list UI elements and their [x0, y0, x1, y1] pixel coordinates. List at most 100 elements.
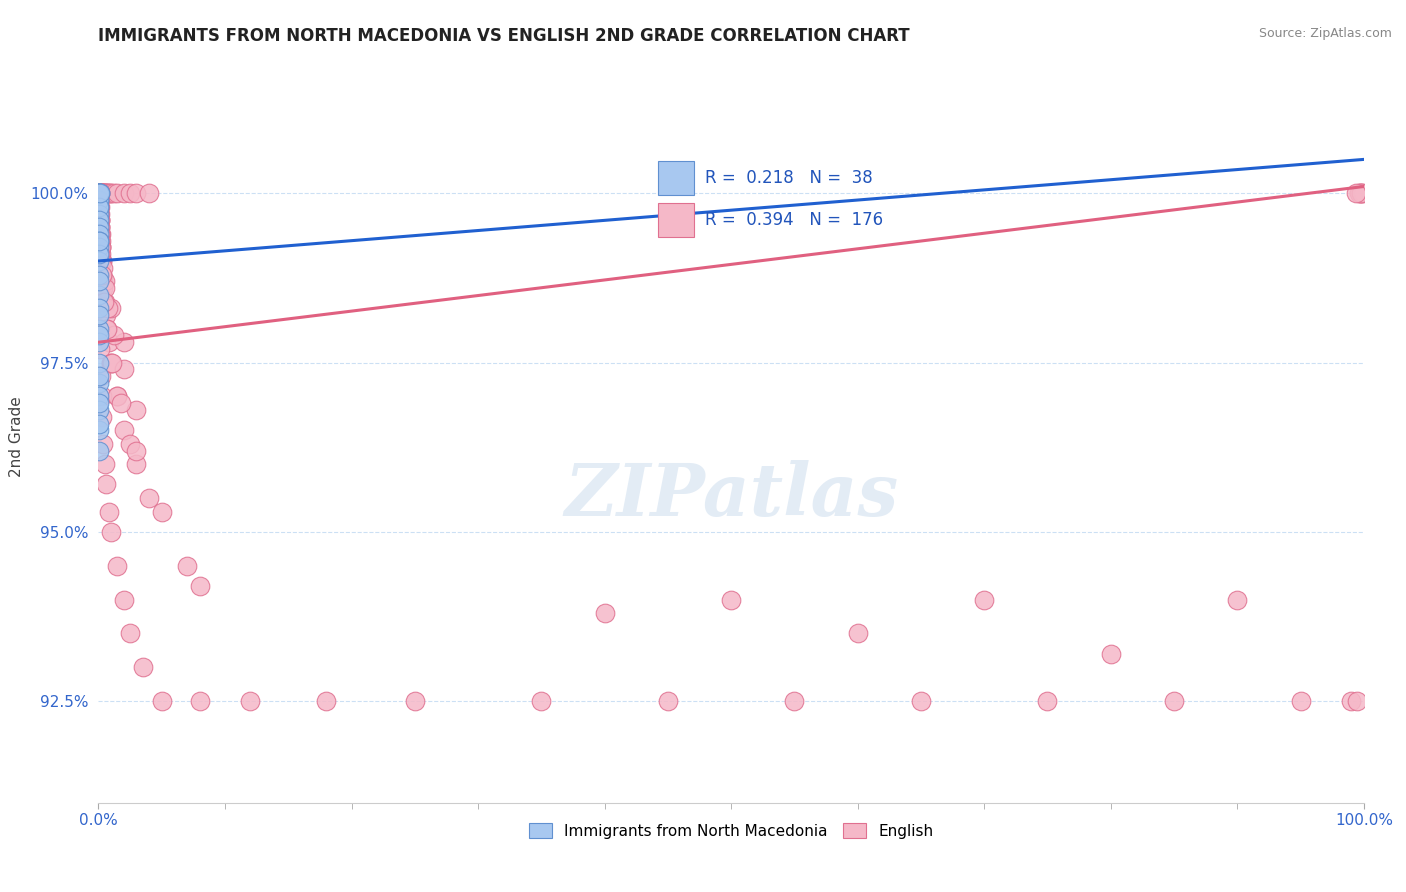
Point: [87, 220, 110, 235]
Point: [87, 403, 110, 417]
Point: [1347, 186, 1369, 201]
Point: [87, 355, 110, 369]
Point: [87, 308, 110, 322]
Point: [100, 355, 122, 369]
Text: R =  0.394   N =  176: R = 0.394 N = 176: [704, 211, 883, 229]
Point: [1226, 592, 1249, 607]
Point: [87, 186, 110, 201]
Point: [90, 240, 112, 254]
Point: [89, 186, 111, 201]
Point: [89, 234, 111, 248]
Bar: [658, 161, 695, 195]
Point: [89, 186, 111, 201]
Point: [87, 328, 110, 343]
Point: [87, 322, 110, 336]
Point: [89, 227, 111, 241]
Point: [93, 457, 117, 471]
Point: [91, 186, 114, 201]
Point: [87, 186, 110, 201]
Point: [89, 376, 111, 390]
Point: [90, 227, 112, 241]
Point: [112, 362, 135, 376]
Point: [89, 220, 111, 235]
Point: [93, 186, 115, 201]
Point: [90, 186, 112, 201]
Point: [89, 186, 111, 201]
Point: [90, 186, 112, 201]
Point: [89, 186, 111, 201]
Point: [100, 186, 122, 201]
Point: [87, 200, 110, 214]
Point: [89, 389, 111, 403]
Point: [89, 227, 111, 241]
Point: [90, 240, 112, 254]
Point: [87, 288, 110, 302]
Point: [87, 369, 110, 384]
Point: [91, 254, 114, 268]
Point: [87, 193, 110, 207]
Point: [89, 213, 111, 227]
Point: [89, 213, 111, 227]
Point: [89, 247, 111, 261]
Point: [89, 301, 111, 316]
Point: [89, 274, 111, 288]
Point: [1036, 694, 1059, 708]
Point: [93, 274, 117, 288]
Point: [87, 213, 110, 227]
Point: [90, 234, 112, 248]
Point: [176, 558, 198, 573]
Point: [93, 294, 117, 309]
Point: [112, 423, 135, 437]
Point: [87, 200, 110, 214]
Point: [112, 592, 135, 607]
Point: [110, 396, 132, 410]
Point: [87, 227, 110, 241]
Point: [89, 322, 111, 336]
Point: [87, 186, 110, 201]
Point: [87, 220, 110, 235]
Point: [87, 193, 110, 207]
Point: [97, 335, 120, 350]
Point: [96, 322, 118, 336]
Point: [87, 417, 110, 431]
Bar: [658, 203, 695, 237]
Point: [89, 186, 111, 201]
Point: [97, 505, 120, 519]
Point: [96, 186, 118, 201]
Point: [1351, 186, 1374, 201]
Point: [1350, 186, 1372, 201]
Point: [87, 186, 110, 201]
Point: [94, 186, 117, 201]
Point: [87, 206, 110, 220]
Point: [89, 227, 111, 241]
Point: [89, 206, 111, 220]
Point: [315, 694, 337, 708]
Point: [101, 355, 124, 369]
Point: [91, 260, 114, 275]
Point: [783, 694, 806, 708]
Point: [87, 186, 110, 201]
Point: [89, 206, 111, 220]
Point: [91, 268, 114, 282]
Point: [150, 505, 173, 519]
Point: [89, 206, 111, 220]
Point: [87, 247, 110, 261]
Point: [973, 592, 995, 607]
Point: [150, 694, 173, 708]
Point: [87, 423, 110, 437]
Text: R =  0.218   N =  38: R = 0.218 N = 38: [704, 169, 872, 187]
Text: ZIPatlas: ZIPatlas: [564, 460, 898, 531]
Point: [657, 694, 679, 708]
Point: [98, 186, 121, 201]
Point: [89, 200, 111, 214]
Point: [93, 294, 115, 309]
Point: [87, 335, 110, 350]
Point: [87, 200, 110, 214]
Point: [89, 193, 111, 207]
Point: [89, 213, 111, 227]
Point: [90, 254, 112, 268]
Point: [94, 281, 117, 295]
Point: [93, 294, 115, 309]
Legend: Immigrants from North Macedonia, English: Immigrants from North Macedonia, English: [522, 815, 941, 847]
Point: [89, 186, 111, 201]
